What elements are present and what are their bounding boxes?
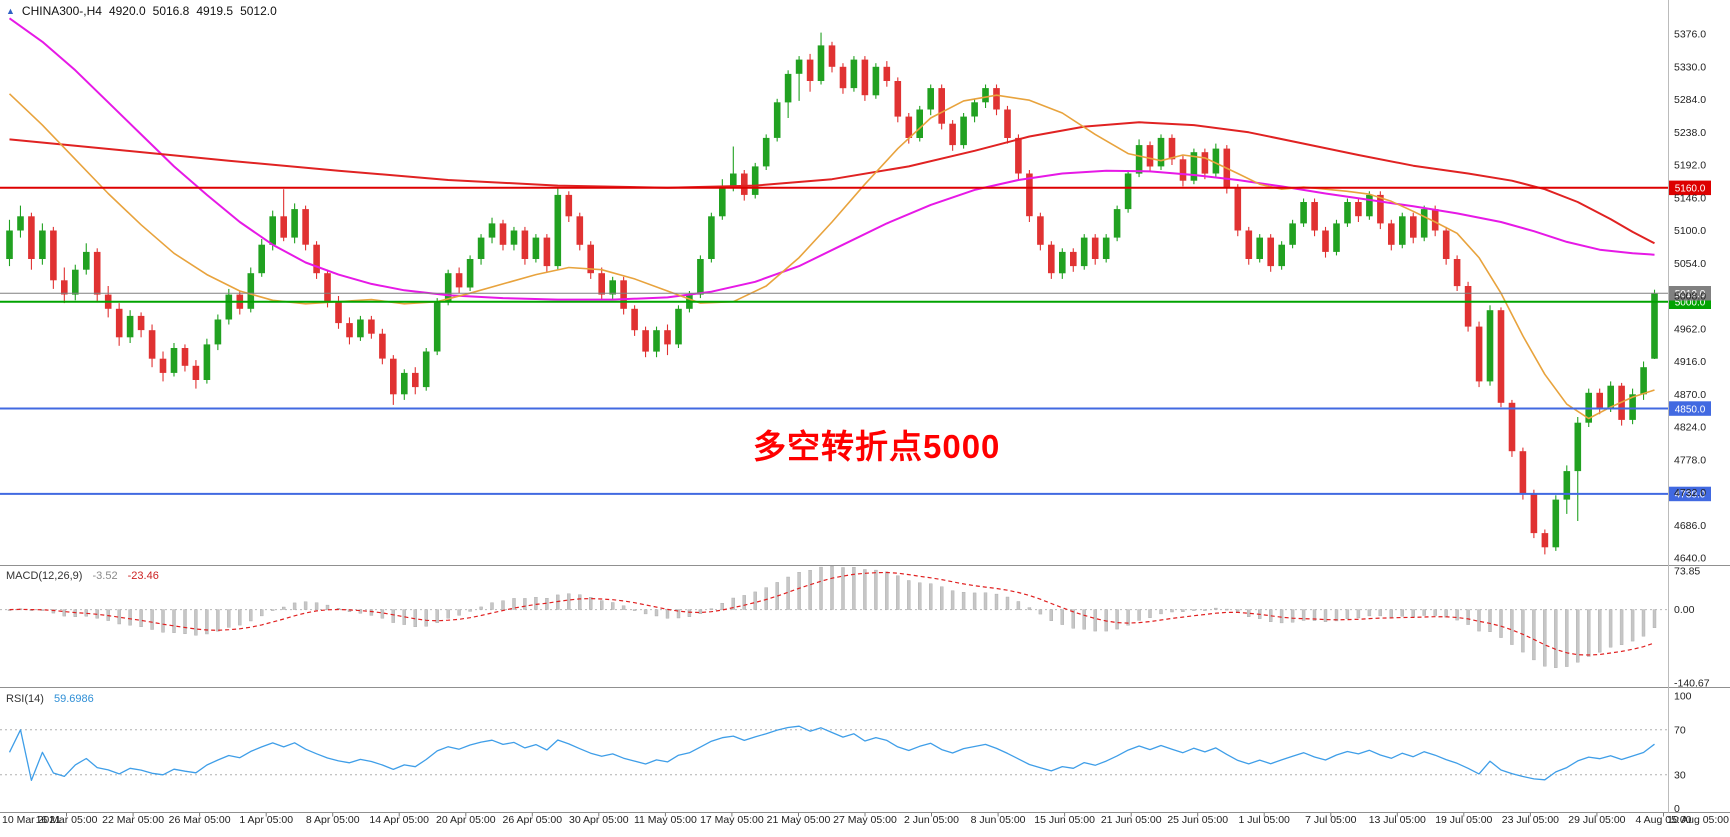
svg-text:4778.0: 4778.0 xyxy=(1674,454,1706,466)
svg-text:14 Apr 05:00: 14 Apr 05:00 xyxy=(369,814,429,826)
svg-text:30 Apr 05:00: 30 Apr 05:00 xyxy=(569,814,629,826)
svg-text:7 Jul 05:00: 7 Jul 05:00 xyxy=(1305,814,1357,826)
svg-text:26 Mar 05:00: 26 Mar 05:00 xyxy=(169,814,231,826)
macd-indicator-label: MACD(12,26,9) -3.52 -23.46 xyxy=(6,570,159,582)
svg-text:16 Mar 05:00: 16 Mar 05:00 xyxy=(36,814,98,826)
symbol-info-bar: CHINA300-,H4 4920.0 5016.8 4919.5 5012.0 xyxy=(6,4,277,18)
ohlc-close: 5012.0 xyxy=(240,4,277,18)
svg-text:1 Apr 05:00: 1 Apr 05:00 xyxy=(239,814,293,826)
rsi-line xyxy=(8,725,1655,782)
svg-text:5192.0: 5192.0 xyxy=(1674,160,1706,172)
rsi-panel xyxy=(0,725,1668,782)
price-tag-5012.0: 5012.0 xyxy=(1669,286,1711,301)
svg-text:8 Jun 05:00: 8 Jun 05:00 xyxy=(971,814,1026,826)
rsi-indicator-label: RSI(14) 59.6986 xyxy=(6,693,94,705)
svg-text:100: 100 xyxy=(1674,691,1692,703)
svg-text:27 May 05:00: 27 May 05:00 xyxy=(833,814,897,826)
ma-line-orange xyxy=(8,93,1655,420)
svg-text:17 May 05:00: 17 May 05:00 xyxy=(700,814,764,826)
svg-text:13 Jul 05:00: 13 Jul 05:00 xyxy=(1369,814,1426,826)
ohlc-low: 4919.5 xyxy=(196,4,234,18)
ohlc-high: 5016.8 xyxy=(152,4,190,18)
svg-text:15 Jun 05:00: 15 Jun 05:00 xyxy=(1034,814,1095,826)
svg-text:4 Aug 05:00: 4 Aug 05:00 xyxy=(1635,814,1691,826)
svg-text:22 Mar 05:00: 22 Mar 05:00 xyxy=(102,814,164,826)
svg-text:5000.0: 5000.0 xyxy=(1675,298,1706,309)
svg-text:5376.0: 5376.0 xyxy=(1674,29,1706,41)
svg-text:70: 70 xyxy=(1674,724,1686,736)
svg-text:21 Jun 05:00: 21 Jun 05:00 xyxy=(1101,814,1162,826)
price-axis[interactable]: 5376.0 5330.0 5284.0 5238.0 5192.0 5146.0 5100… xyxy=(1674,29,1710,816)
macd-panel xyxy=(0,566,1668,668)
ma-line-red xyxy=(9,121,1655,245)
svg-text:2 Jun 05:00: 2 Jun 05:00 xyxy=(904,814,959,826)
svg-text:8 Apr 05:00: 8 Apr 05:00 xyxy=(306,814,360,826)
symbol-name: CHINA300-,H4 xyxy=(21,4,102,18)
svg-text:4640.0: 4640.0 xyxy=(1674,553,1706,565)
ohlc-open: 4920.0 xyxy=(108,4,146,18)
panel-separators xyxy=(0,0,1730,813)
macd-value: -3.52 xyxy=(92,570,118,582)
rsi-label: RSI(14) xyxy=(6,693,44,705)
svg-text:0.00: 0.00 xyxy=(1674,604,1695,616)
svg-text:0: 0 xyxy=(1674,803,1680,815)
macd-label: MACD(12,26,9) xyxy=(6,570,83,582)
symbol-triangle-icon xyxy=(6,7,15,16)
svg-text:25 Jun 05:00: 25 Jun 05:00 xyxy=(1167,814,1228,826)
svg-text:20 Apr 05:00: 20 Apr 05:00 xyxy=(436,814,496,826)
candlestick-series xyxy=(6,32,1658,555)
macd-histogram xyxy=(7,566,1657,668)
svg-text:26 Apr 05:00: 26 Apr 05:00 xyxy=(503,814,563,826)
svg-text:73.85: 73.85 xyxy=(1674,566,1700,578)
svg-text:5100.0: 5100.0 xyxy=(1674,225,1706,237)
svg-text:5012.0: 5012.0 xyxy=(1675,289,1706,300)
svg-text:19 Jul 05:00: 19 Jul 05:00 xyxy=(1435,814,1492,826)
svg-text:4686.0: 4686.0 xyxy=(1674,520,1706,532)
price-tag-4850.0: 4850.0 xyxy=(1669,401,1711,416)
svg-text:5330.0: 5330.0 xyxy=(1674,61,1706,73)
svg-text:5146.0: 5146.0 xyxy=(1674,192,1706,204)
price-tag-5160.0: 5160.0 xyxy=(1669,180,1711,196)
svg-text:5160.0: 5160.0 xyxy=(1675,184,1706,195)
svg-text:-140.67: -140.67 xyxy=(1674,678,1710,690)
svg-text:4824.0: 4824.0 xyxy=(1674,422,1706,434)
macd-signal-line xyxy=(9,571,1655,656)
svg-text:5008.0: 5008.0 xyxy=(1674,291,1706,303)
svg-text:21 May 05:00: 21 May 05:00 xyxy=(767,814,831,826)
svg-text:10 Aug 05:00: 10 Aug 05:00 xyxy=(1667,814,1729,826)
svg-text:11 May 05:00: 11 May 05:00 xyxy=(634,814,697,826)
svg-text:1 Jul 05:00: 1 Jul 05:00 xyxy=(1239,814,1291,826)
macd-signal-value: -23.46 xyxy=(127,570,159,582)
annotation-text[interactable]: 多空转折点5000 xyxy=(753,428,1001,465)
svg-text:4732.0: 4732.0 xyxy=(1674,487,1706,499)
ma-line-magenta xyxy=(8,17,1655,301)
main-price-panel: 5160.0 5000.0 4850.0 4730.0 5012.0 xyxy=(0,17,1711,555)
svg-text:5054.0: 5054.0 xyxy=(1674,258,1706,270)
svg-text:10 Mar 2021: 10 Mar 2021 xyxy=(2,814,61,826)
svg-text:4916.0: 4916.0 xyxy=(1674,356,1706,368)
svg-text:30: 30 xyxy=(1674,769,1686,781)
rsi-value: 59.6986 xyxy=(53,693,94,705)
svg-text:4870.0: 4870.0 xyxy=(1674,389,1706,401)
svg-text:23 Jul 05:00: 23 Jul 05:00 xyxy=(1502,814,1559,826)
svg-text:5238.0: 5238.0 xyxy=(1674,127,1706,139)
svg-text:4730.0: 4730.0 xyxy=(1675,490,1706,501)
svg-text:29 Jul 05:00: 29 Jul 05:00 xyxy=(1568,814,1625,826)
svg-text:4850.0: 4850.0 xyxy=(1675,404,1706,415)
svg-text:4962.0: 4962.0 xyxy=(1674,323,1706,335)
svg-text:5284.0: 5284.0 xyxy=(1674,94,1706,106)
price-tag-4730.0: 4730.0 xyxy=(1669,486,1711,502)
